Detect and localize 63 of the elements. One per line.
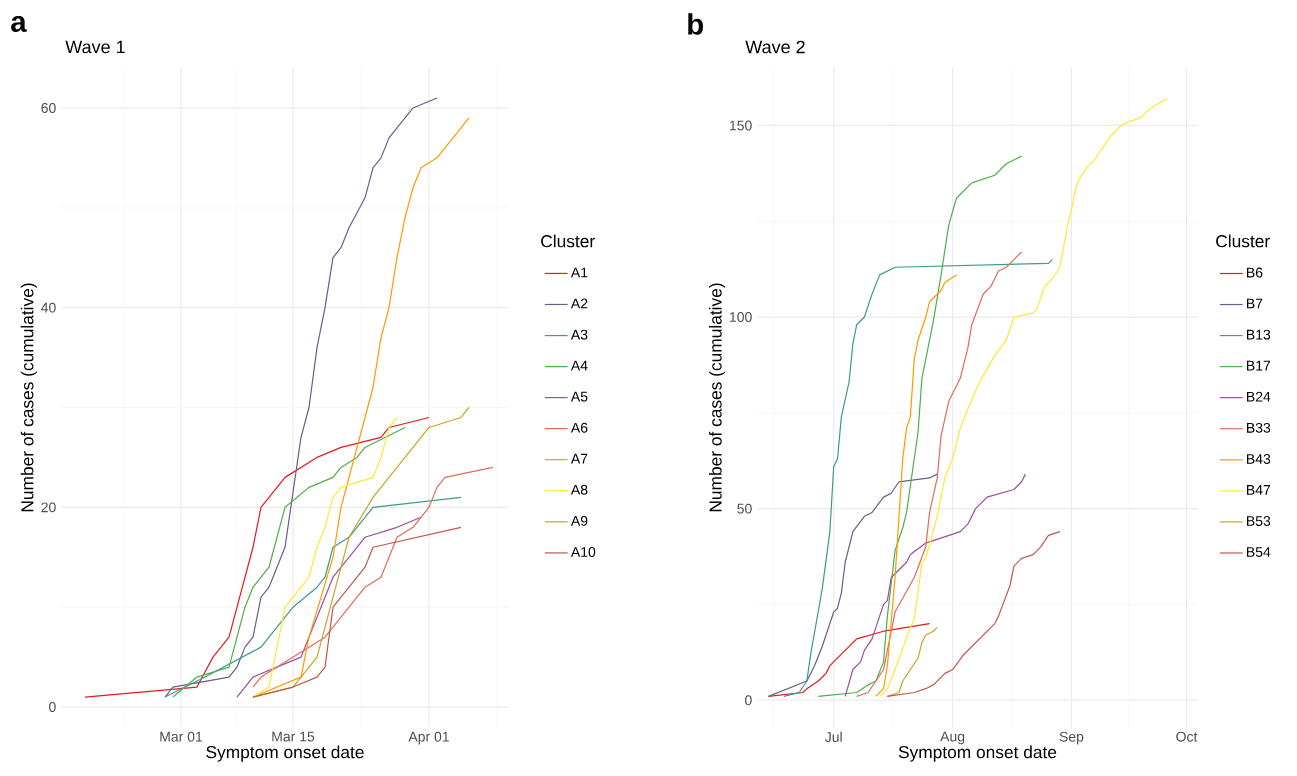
y-tick-label: 20: [41, 502, 56, 513]
legend-label: A4: [570, 360, 588, 371]
line-series: [252, 526, 462, 698]
line-series: [252, 416, 398, 698]
y-tick-label: 60: [41, 103, 56, 113]
line-series: [783, 258, 1053, 697]
legend-title: Cluster: [1216, 234, 1270, 248]
legend-label: A7: [570, 453, 588, 464]
line-series: [856, 251, 1023, 697]
text: b: [688, 13, 703, 35]
legend-title: Cluster: [541, 234, 595, 248]
legend-label: B7: [1247, 298, 1263, 309]
x-tick-label: Oct: [1176, 731, 1198, 742]
line-series: [164, 97, 438, 698]
legend-label: B6: [1247, 267, 1263, 278]
legend-label: A5: [570, 391, 588, 402]
line-series: [84, 416, 430, 698]
x-axis-title: Symptom onset date: [898, 745, 1057, 762]
y-tick-label: 0: [49, 702, 56, 712]
y-tick-label: 40: [41, 302, 56, 313]
line-series: [767, 622, 931, 697]
chart-title: Wave 1: [65, 40, 125, 54]
chart-title: Wave 2: [745, 40, 805, 54]
y-tick-label: 50: [737, 503, 752, 514]
legend-label: B47: [1247, 485, 1271, 495]
y-tick-label: 0: [745, 695, 752, 706]
line-series: [886, 626, 938, 697]
text: a: [11, 15, 27, 33]
line-series: [164, 496, 462, 698]
legend-label: B13: [1247, 329, 1271, 340]
x-tick-label: Jul: [824, 731, 842, 742]
legend-label: B24: [1247, 391, 1271, 402]
y-axis-title: Number of cases (cumulative): [20, 283, 37, 512]
legend-label: A2: [570, 298, 588, 309]
x-tick-label: Mar 01: [160, 731, 203, 742]
legend-label: B54: [1247, 547, 1271, 557]
legend-label: B17: [1247, 360, 1271, 371]
line-series: [879, 98, 1168, 697]
legend-label: A9: [570, 515, 588, 526]
legend-label: B33: [1247, 422, 1271, 433]
x-tick-label: Mar 15: [272, 731, 315, 742]
line-series: [817, 155, 1023, 697]
legend-label: A8: [570, 484, 588, 495]
x-tick-label: Apr 01: [408, 731, 449, 745]
x-tick-label: Aug: [940, 731, 965, 745]
line-series: [844, 473, 1027, 697]
x-tick-label: Sep: [1059, 731, 1084, 745]
legend-label: A3: [570, 329, 588, 340]
line-series: [236, 516, 422, 698]
legend-label: A1: [570, 267, 588, 278]
legend-label: A10: [570, 547, 596, 557]
y-tick-label: 150: [730, 120, 752, 131]
legend-label: B53: [1247, 516, 1271, 526]
x-axis-title: Symptom onset date: [206, 745, 364, 762]
line-series: [767, 473, 938, 697]
y-axis-title: Number of cases (cumulative): [708, 283, 726, 512]
line-series: [252, 466, 494, 688]
legend-label: B43: [1247, 453, 1271, 464]
line-series: [875, 274, 958, 697]
y-tick-label: 100: [730, 312, 752, 323]
legend-label: A6: [570, 422, 588, 433]
line-series: [172, 426, 406, 698]
line-series: [886, 531, 1061, 697]
